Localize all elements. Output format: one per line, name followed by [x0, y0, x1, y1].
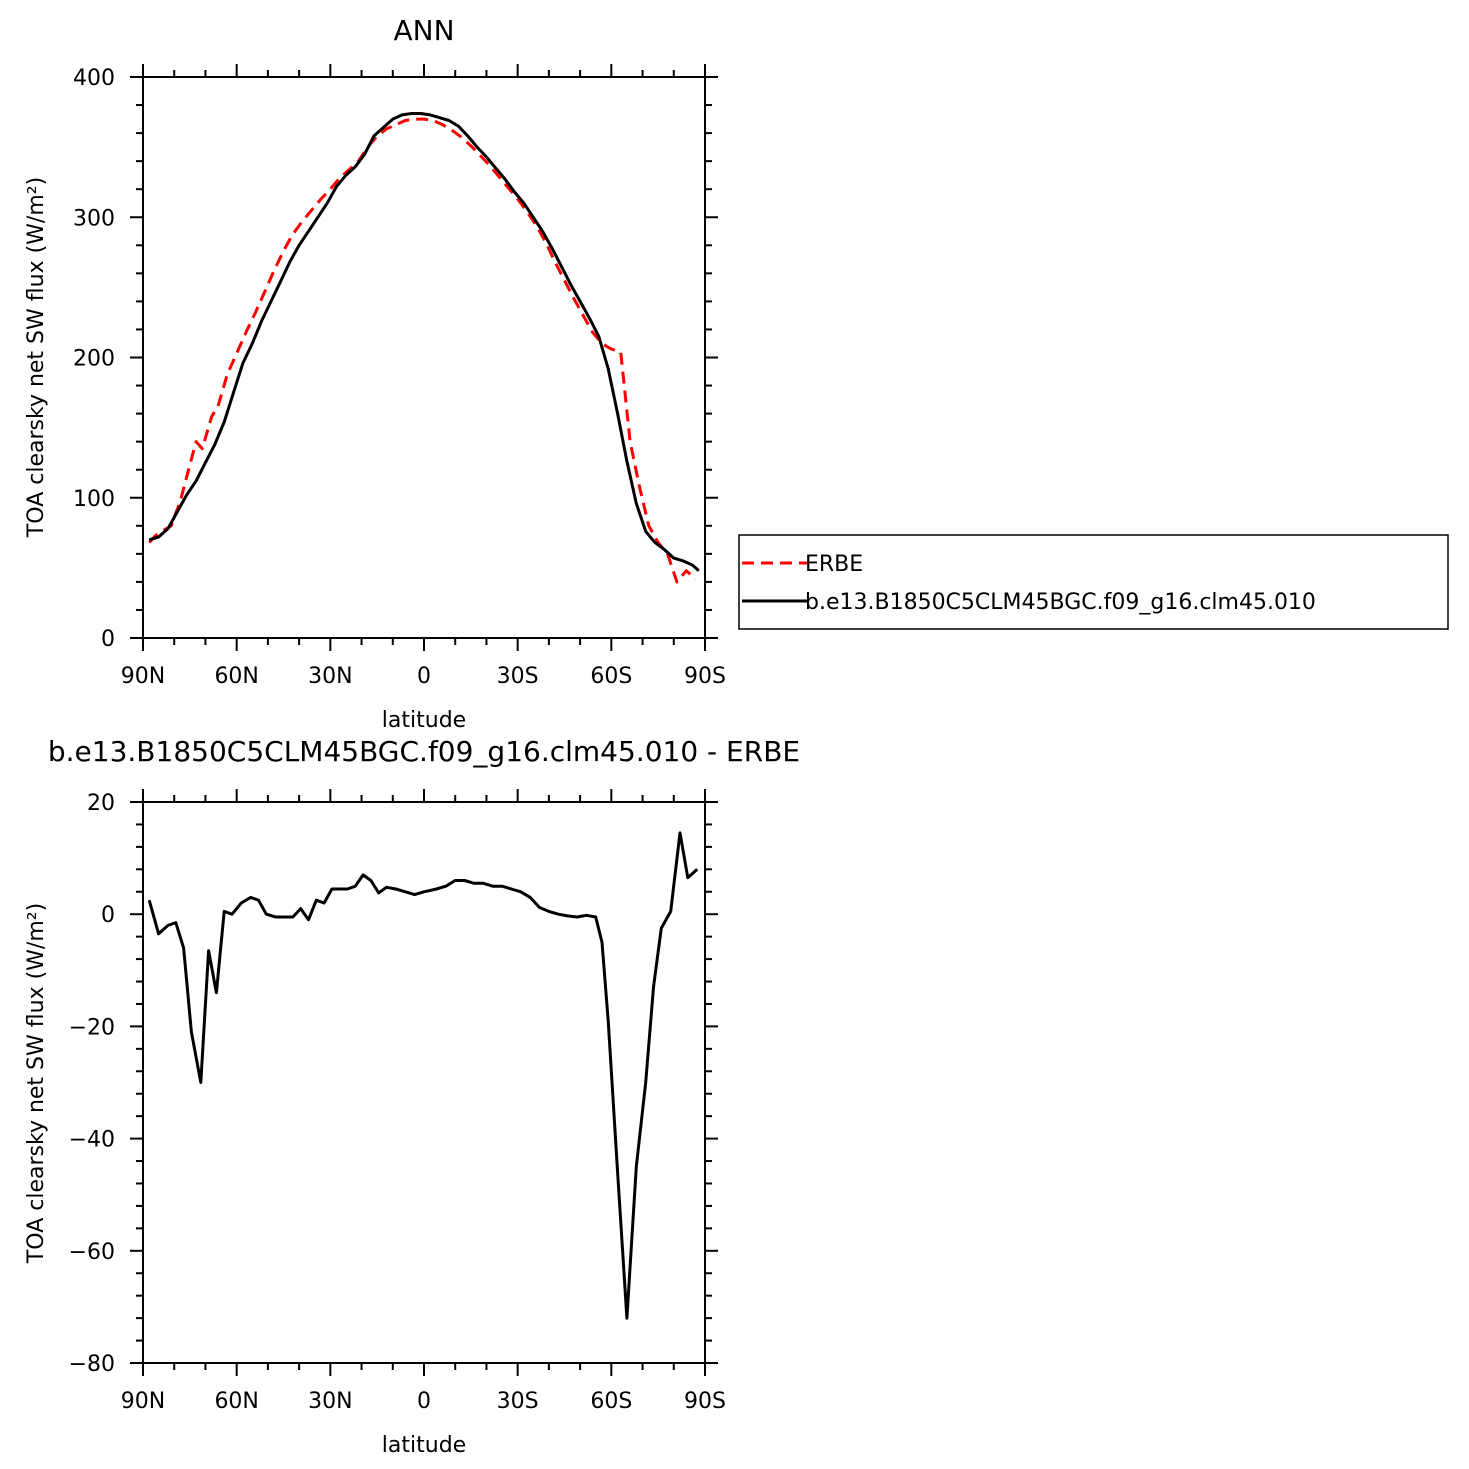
x-tick-label: 90N	[121, 1389, 165, 1414]
x-tick-label: 30S	[497, 1389, 539, 1414]
series-line	[148, 112, 700, 572]
x-tick-label: 60N	[214, 664, 258, 689]
annual-clearsky-sw-flux-chart: ANN TOA clearsky net SW flux (W/m²) lati…	[24, 14, 1449, 733]
y-axis-label: TOA clearsky net SW flux (W/m²)	[24, 177, 49, 538]
legend-entry-label: b.e13.B1850C5CLM45BGC.f09_g16.clm45.010	[805, 590, 1316, 615]
chart-title: ANN	[393, 14, 454, 47]
x-tick-label: 30N	[308, 1389, 352, 1414]
x-tick-label: 60S	[590, 664, 632, 689]
x-tick-label: 90S	[684, 664, 726, 689]
x-tick-label: 0	[417, 1389, 431, 1414]
series-line	[148, 117, 697, 584]
y-tick-label: 20	[87, 791, 115, 816]
x-tick-label: 90S	[684, 1389, 726, 1414]
difference-chart: b.e13.B1850C5CLM45BGC.f09_g16.clm45.010 …	[24, 735, 800, 1458]
series-line	[147, 831, 699, 1320]
y-tick-label: 0	[101, 903, 115, 928]
legend: ERBE b.e13.B1850C5CLM45BGC.f09_g16.clm45.…	[738, 534, 1449, 630]
plot-frame	[142, 801, 706, 1364]
x-tick-label: 90N	[121, 664, 165, 689]
legend-box	[738, 534, 1449, 630]
x-tick-label: 30S	[497, 664, 539, 689]
y-tick-label: 100	[73, 487, 115, 512]
y-tick-label: −20	[69, 1015, 115, 1040]
y-axis-label: TOA clearsky net SW flux (W/m²)	[24, 903, 49, 1264]
y-tick-label: 200	[73, 347, 115, 372]
x-axis-label: latitude	[382, 708, 466, 733]
y-tick-label: 0	[101, 627, 115, 652]
y-tick-label: −80	[69, 1352, 115, 1377]
x-tick-label: 0	[417, 664, 431, 689]
x-tick-label: 60N	[214, 1389, 258, 1414]
y-tick-label: −40	[69, 1128, 115, 1153]
x-axis-label: latitude	[382, 1433, 466, 1458]
y-tick-label: 300	[73, 206, 115, 231]
x-tick-label: 30N	[308, 664, 352, 689]
y-tick-label: −60	[69, 1240, 115, 1265]
chart-title: b.e13.B1850C5CLM45BGC.f09_g16.clm45.010 …	[48, 735, 800, 768]
legend-entry-label: ERBE	[805, 552, 863, 577]
x-tick-label: 60S	[590, 1389, 632, 1414]
y-tick-label: 400	[73, 66, 115, 91]
